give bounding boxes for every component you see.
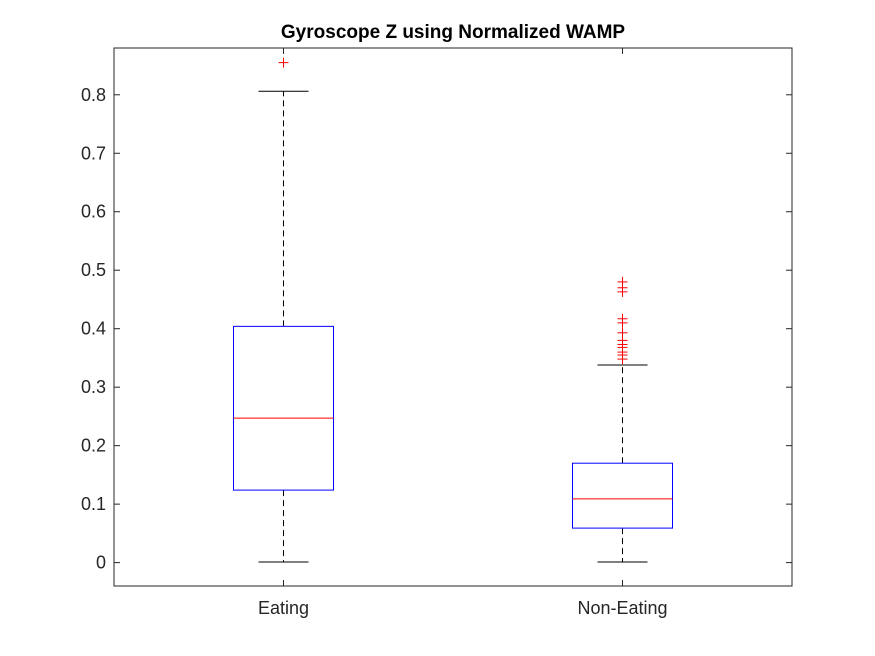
plot-area <box>233 57 673 563</box>
y-tick-label: 0.1 <box>81 494 106 514</box>
y-tick-label: 0.2 <box>81 436 106 456</box>
outlier-marker <box>617 313 628 324</box>
y-axis-ticks: 0 0.1 0.2 0.3 0.4 0.5 0.6 0.7 0.8 <box>81 85 792 573</box>
iqr-box <box>233 325 334 491</box>
y-tick-label: 0.6 <box>81 202 106 222</box>
y-tick-label: 0.3 <box>81 377 106 397</box>
axes-frame <box>113 47 793 587</box>
iqr-box <box>572 462 673 529</box>
y-tick-label: 0 <box>96 553 106 573</box>
x-tick-label: Non-Eating <box>577 598 667 618</box>
x-tick-label: Eating <box>258 598 309 618</box>
x-axis-ticks: Eating Non-Eating <box>258 48 668 618</box>
y-tick-label: 0.8 <box>81 85 106 105</box>
y-tick-label: 0.5 <box>81 260 106 280</box>
outlier-marker <box>617 327 628 338</box>
y-tick-label: 0.7 <box>81 143 106 163</box>
y-tick-label: 0.4 <box>81 319 106 339</box>
chart-title: Gyroscope Z using Normalized WAMP <box>281 22 625 43</box>
outlier-marker <box>278 57 289 68</box>
box-group <box>233 57 334 563</box>
outlier-marker <box>617 276 628 287</box>
box-group <box>572 276 673 563</box>
